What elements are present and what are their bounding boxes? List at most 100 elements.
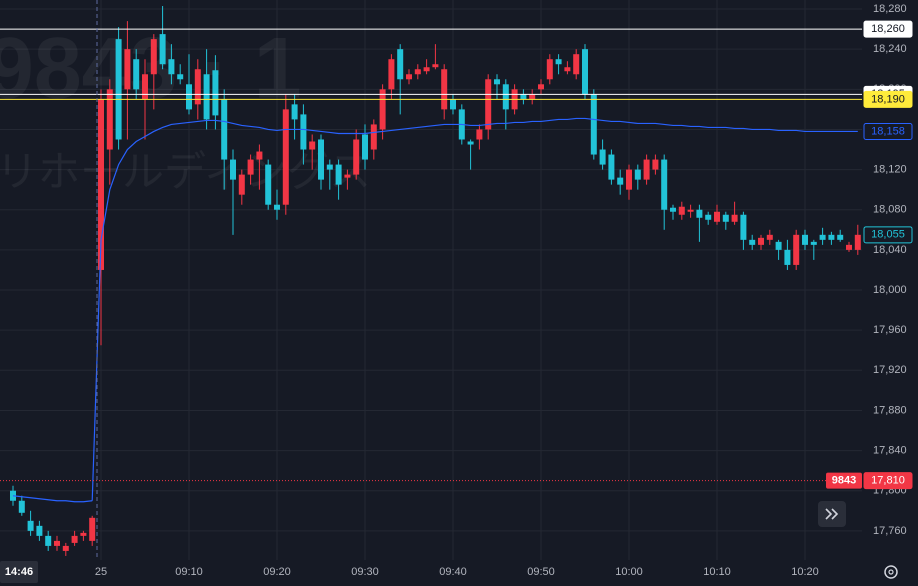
candle-body — [326, 164, 333, 170]
x-tick-label: 09:20 — [263, 566, 291, 578]
candle-body — [617, 177, 624, 185]
candle-body — [643, 159, 650, 180]
candle-body — [555, 59, 562, 65]
candle-body — [274, 204, 280, 210]
candle-body — [133, 59, 140, 90]
candle-body — [309, 141, 316, 150]
candle-body — [731, 214, 738, 222]
price-label: 18,055 — [871, 229, 905, 241]
candle-body — [502, 84, 509, 110]
candle-body — [538, 84, 544, 90]
candle-body — [71, 535, 78, 543]
candle-body — [476, 129, 483, 140]
candle-body — [168, 59, 175, 75]
candle-body — [362, 134, 368, 160]
price-label: 18,260 — [871, 23, 905, 35]
price-label-box — [863, 122, 913, 140]
candle-body — [423, 67, 430, 72]
y-tick-label: 18,120 — [873, 164, 907, 176]
candle-body — [705, 214, 712, 220]
candle-body — [370, 124, 377, 150]
candle-body — [80, 532, 87, 536]
candle-body — [766, 234, 773, 240]
candle-body — [212, 70, 219, 116]
y-tick-label: 17,760 — [873, 525, 907, 537]
x-tick-label: 10:10 — [703, 566, 731, 578]
candle-body — [124, 49, 131, 90]
candle-body — [432, 64, 439, 68]
plot — [0, 6, 862, 556]
candle-body — [221, 99, 228, 160]
price-label-box — [863, 20, 913, 38]
candle-body — [203, 74, 210, 120]
candle-body — [670, 207, 676, 212]
x-tick-label: 09:10 — [175, 566, 203, 578]
y-tick-label: 18,040 — [873, 244, 907, 256]
x-tick-label: 09:50 — [527, 566, 555, 578]
candle-body — [318, 139, 324, 180]
axes: 17,76017,80017,84017,88017,92017,96018,0… — [95, 3, 913, 578]
x-tick-label: 25 — [95, 566, 107, 578]
vwap-jump — [91, 239, 102, 501]
price-tag: 9843 — [832, 475, 856, 487]
candle-body — [89, 517, 96, 541]
candle-body — [36, 525, 43, 536]
candle-body — [388, 59, 395, 90]
crosshair-time: 14:46 — [5, 566, 33, 578]
candle-body — [397, 49, 404, 80]
candle-body — [722, 214, 729, 222]
candle-body — [106, 89, 113, 150]
candle-body — [406, 74, 412, 80]
candle-body — [749, 239, 756, 245]
y-tick-label: 17,840 — [873, 444, 907, 456]
candle-body — [230, 159, 236, 180]
candle-body — [467, 141, 474, 145]
candle-body — [18, 500, 25, 513]
price-label: 17,810 — [871, 475, 905, 487]
candle-body — [247, 159, 254, 175]
watermark-name: リホールディングス — [0, 148, 371, 195]
candle-body — [450, 99, 456, 110]
candle-body — [353, 139, 360, 175]
candle-body — [846, 244, 852, 250]
vwap-line — [12, 495, 93, 503]
y-tick-label: 18,080 — [873, 204, 907, 216]
candle-body — [573, 54, 580, 75]
x-tick-label: 10:00 — [615, 566, 643, 578]
price-label-box — [863, 90, 913, 108]
scroll-button[interactable] — [818, 501, 846, 527]
candle-body — [494, 79, 500, 85]
candle-body — [344, 174, 351, 178]
candle-body — [282, 109, 289, 205]
settings-button[interactable] — [884, 565, 898, 579]
candle-body — [335, 164, 342, 185]
candle-body — [819, 234, 826, 240]
candle-body — [98, 99, 104, 270]
candle-body — [62, 545, 69, 551]
vwap-line — [100, 117, 858, 240]
x-tick-label: 09:40 — [439, 566, 467, 578]
price-tag-box — [826, 472, 862, 489]
candle-body — [696, 209, 703, 218]
candle-body — [652, 159, 659, 170]
candle-body — [802, 234, 808, 245]
y-tick-label: 17,920 — [873, 364, 907, 376]
candle-body — [634, 169, 641, 180]
y-tick-label: 17,960 — [873, 324, 907, 336]
candle-body — [854, 234, 861, 250]
candle-body — [714, 211, 720, 222]
candle-body — [626, 169, 632, 190]
candle-body — [590, 94, 597, 155]
candle-body — [54, 540, 60, 546]
candle-body — [485, 79, 492, 130]
candle-body — [414, 69, 421, 75]
candle-body — [177, 74, 184, 80]
y-tick-label: 17,880 — [873, 404, 907, 416]
candle-body — [186, 84, 192, 110]
candle-body — [582, 49, 588, 95]
candle-body — [520, 94, 527, 100]
price-label-box — [863, 472, 913, 490]
